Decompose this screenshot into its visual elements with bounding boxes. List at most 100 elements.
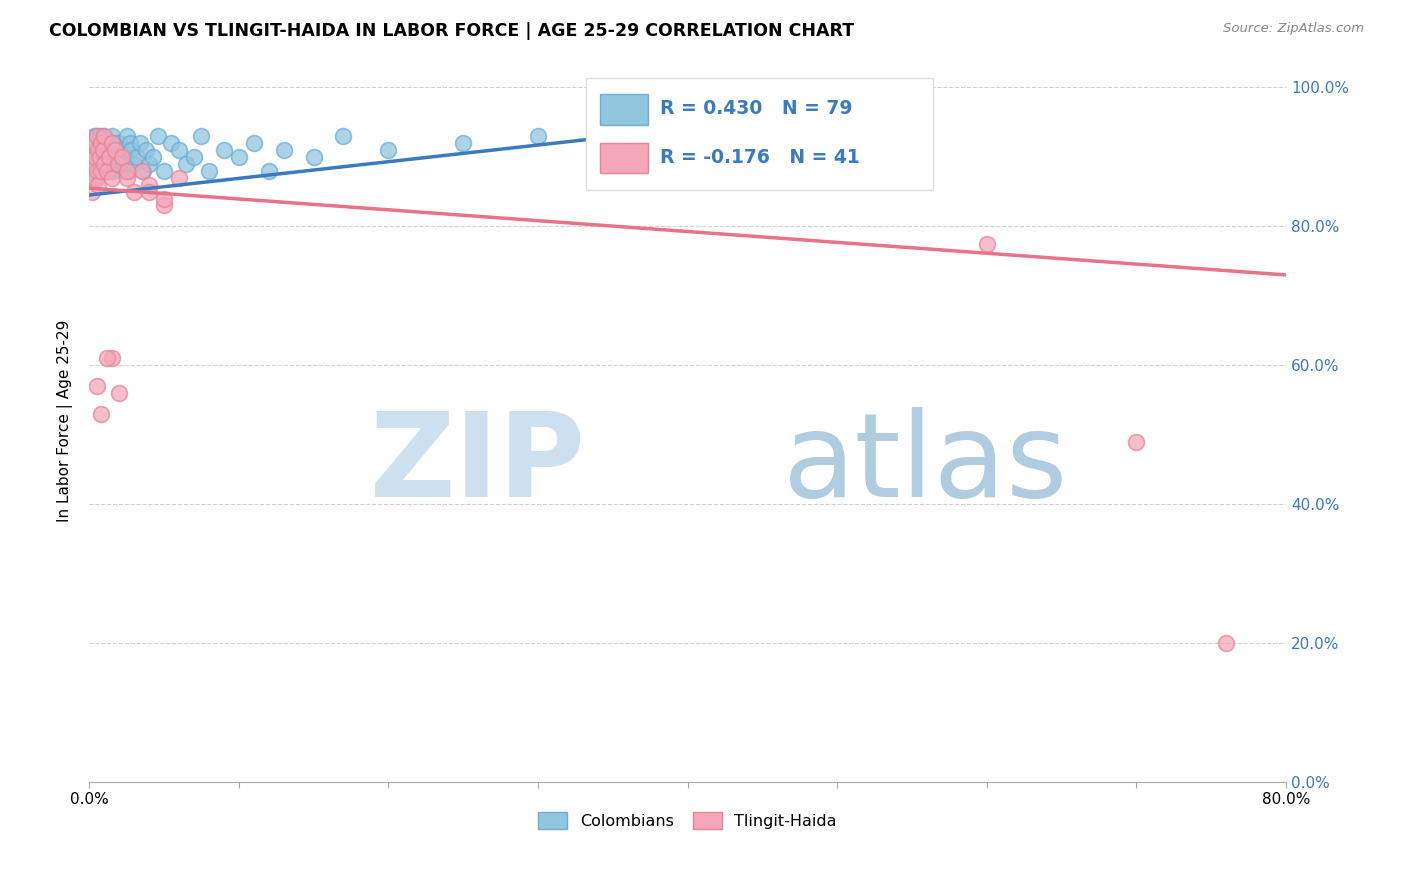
Point: [153, 163, 176, 178]
Point: [96, 163, 118, 178]
Point: [110, 163, 132, 178]
FancyBboxPatch shape: [586, 78, 934, 190]
Point: [90, 136, 112, 150]
Point: [84, 136, 107, 150]
Point: [112, 157, 135, 171]
Point: [153, 192, 176, 206]
Point: [87, 143, 110, 157]
Point: [107, 150, 129, 164]
Point: [527, 128, 550, 143]
Point: [115, 163, 138, 178]
Point: [93, 157, 115, 171]
Point: [111, 143, 134, 157]
Point: [115, 170, 138, 185]
Point: [87, 136, 110, 150]
Point: [190, 128, 212, 143]
Point: [122, 157, 145, 171]
Point: [100, 351, 122, 366]
Point: [1215, 636, 1237, 650]
Point: [242, 136, 264, 150]
Point: [89, 163, 111, 178]
Point: [129, 136, 152, 150]
Point: [825, 115, 848, 129]
Point: [86, 128, 108, 143]
Point: [82, 185, 104, 199]
Point: [101, 136, 124, 150]
Point: [100, 128, 122, 143]
Point: [89, 150, 111, 164]
Point: [82, 163, 104, 178]
Point: [176, 157, 198, 171]
Point: [647, 122, 669, 136]
Point: [90, 136, 112, 150]
Point: [84, 143, 107, 157]
Point: [90, 407, 112, 421]
Point: [79, 150, 101, 164]
Point: [228, 150, 250, 164]
Point: [91, 163, 114, 178]
Point: [257, 163, 280, 178]
Point: [87, 178, 110, 192]
Point: [198, 163, 221, 178]
Point: [82, 157, 104, 171]
Point: [89, 150, 111, 164]
Legend: Colombians, Tlingit-Haida: Colombians, Tlingit-Haida: [531, 806, 844, 836]
Point: [100, 163, 122, 178]
Point: [98, 150, 121, 164]
Text: R = 0.430   N = 79: R = 0.430 N = 79: [659, 99, 852, 119]
Point: [183, 150, 205, 164]
Point: [94, 150, 117, 164]
Point: [273, 143, 295, 157]
Point: [766, 108, 789, 122]
Point: [103, 143, 125, 157]
Point: [90, 163, 112, 178]
Point: [84, 170, 107, 185]
Point: [212, 143, 235, 157]
Point: [118, 136, 141, 150]
Point: [125, 150, 148, 164]
Point: [90, 157, 112, 171]
Point: [93, 128, 115, 143]
Point: [115, 128, 138, 143]
Point: [93, 157, 115, 171]
Point: [90, 143, 112, 157]
Point: [83, 136, 105, 150]
Point: [97, 143, 120, 157]
Point: [86, 379, 108, 393]
Point: [108, 386, 131, 401]
Point: [105, 157, 128, 171]
Point: [332, 128, 354, 143]
Point: [86, 163, 108, 178]
Point: [138, 157, 160, 171]
Point: [96, 351, 118, 366]
Point: [91, 128, 114, 143]
Point: [451, 136, 474, 150]
Point: [160, 136, 183, 150]
Point: [153, 198, 176, 212]
FancyBboxPatch shape: [600, 95, 648, 125]
Point: [1125, 434, 1147, 449]
Text: COLOMBIAN VS TLINGIT-HAIDA IN LABOR FORCE | AGE 25-29 CORRELATION CHART: COLOMBIAN VS TLINGIT-HAIDA IN LABOR FORC…: [49, 22, 855, 40]
Point: [103, 143, 125, 157]
Point: [114, 150, 136, 164]
Point: [302, 150, 325, 164]
Point: [167, 170, 190, 185]
Point: [87, 143, 110, 157]
Text: atlas: atlas: [783, 407, 1069, 522]
Point: [87, 157, 110, 171]
Point: [135, 143, 157, 157]
Point: [377, 143, 399, 157]
Text: R = -0.176   N = 41: R = -0.176 N = 41: [659, 147, 860, 167]
Point: [142, 150, 165, 164]
Point: [84, 150, 107, 164]
Point: [79, 143, 101, 157]
Point: [86, 150, 108, 164]
Point: [82, 143, 104, 157]
Point: [120, 143, 142, 157]
Point: [111, 150, 134, 164]
Point: [79, 163, 101, 178]
Point: [86, 128, 108, 143]
Point: [107, 157, 129, 171]
Point: [138, 178, 160, 192]
Point: [91, 143, 114, 157]
